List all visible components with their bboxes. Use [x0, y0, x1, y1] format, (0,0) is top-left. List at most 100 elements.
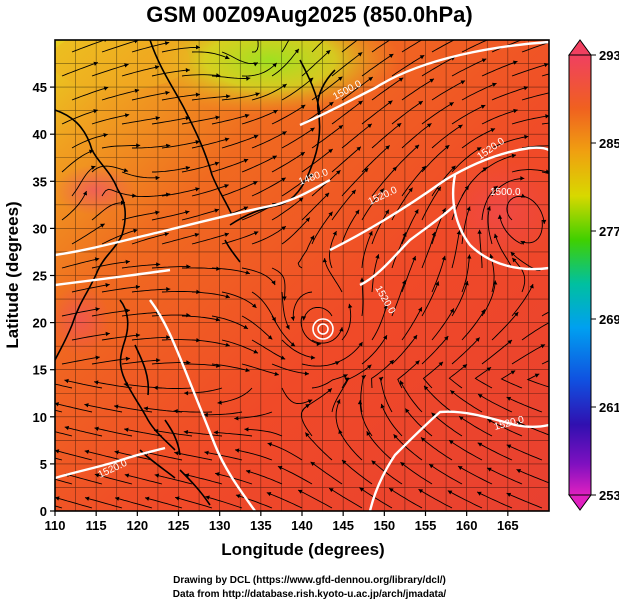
streamline [331, 52, 363, 77]
streamline [71, 133, 108, 149]
streamline [371, 359, 395, 389]
streamline [461, 40, 489, 53]
streamline-arrow [37, 378, 41, 382]
streamline-arrow [305, 404, 310, 409]
streamline-arrow [481, 309, 485, 314]
streamline-arrow [184, 390, 189, 396]
streamline-arrow [379, 188, 384, 193]
streamline [521, 322, 549, 341]
streamline [450, 389, 483, 413]
streamline [191, 339, 231, 347]
streamline [551, 244, 563, 277]
streamline [281, 291, 290, 330]
streamline [366, 431, 393, 461]
streamline-arrow [358, 100, 363, 106]
streamline [61, 149, 94, 173]
streamline [181, 162, 220, 173]
streamline-arrow [282, 131, 287, 136]
streamline-arrow [545, 114, 549, 119]
streamline-arrow [235, 494, 241, 499]
streamline [371, 166, 398, 197]
streamline-arrow [412, 334, 418, 340]
colorbar-tick-label: 293 [599, 48, 619, 63]
streamline-arrow [514, 312, 519, 317]
streamline-arrow [174, 451, 179, 456]
streamline-arrow [361, 375, 366, 380]
streamline [277, 465, 313, 485]
streamline-arrow [481, 58, 487, 63]
streamline [361, 231, 373, 269]
streamline [494, 233, 513, 269]
streamline [251, 40, 259, 53]
streamline [300, 403, 313, 437]
streamline-arrow [224, 55, 230, 60]
streamline-arrow [431, 231, 436, 237]
streamline-arrow [332, 231, 337, 236]
streamline-arrow [308, 173, 314, 178]
streamline [310, 461, 343, 485]
streamline [55, 478, 73, 485]
x-tick-label: 140 [291, 518, 313, 533]
streamline [204, 451, 243, 461]
streamline-arrow [185, 116, 190, 121]
streamline-arrow [419, 55, 425, 60]
streamline-arrow [194, 232, 200, 238]
streamline-arrow [449, 102, 454, 107]
streamline-arrow [195, 187, 200, 192]
streamline-arrow [356, 146, 361, 152]
streamline [491, 177, 525, 197]
streamline [55, 496, 93, 509]
y-tick-label: 15 [33, 363, 47, 378]
streamline [371, 122, 402, 149]
streamline-arrow [185, 68, 190, 73]
streamline [292, 291, 313, 321]
streamline [121, 311, 161, 317]
streamline [131, 336, 171, 341]
streamline-arrow [456, 230, 461, 235]
streamline [405, 408, 433, 437]
streamline [393, 434, 423, 461]
streamline-arrow [510, 370, 516, 375]
streamline-arrow [244, 113, 250, 119]
streamline-arrow [464, 185, 469, 191]
streamline-arrow [93, 61, 98, 66]
streamline-arrow [173, 409, 178, 414]
streamline-arrow [214, 161, 220, 166]
streamline-arrow [154, 65, 160, 70]
streamline [241, 109, 278, 125]
streamline-arrow [464, 281, 469, 286]
streamline [114, 405, 153, 413]
streamline [359, 400, 373, 437]
streamline-arrow [507, 340, 513, 345]
x-tick-label: 145 [332, 518, 354, 533]
streamline-arrow [338, 125, 343, 130]
streamline-arrow [156, 358, 161, 363]
streamline [477, 393, 513, 413]
streamline-arrow [55, 402, 60, 407]
streamline [152, 166, 191, 173]
streamline [304, 432, 333, 461]
streamline [303, 306, 333, 321]
streamline [521, 145, 549, 149]
streamline [431, 124, 463, 149]
streamline [421, 335, 449, 365]
streamline [421, 144, 450, 173]
streamline [431, 80, 466, 101]
streamline-arrow [64, 425, 70, 431]
streamline-arrow [411, 256, 417, 261]
streamline-arrow [85, 496, 90, 501]
streamline [391, 279, 406, 317]
streamline [234, 449, 273, 461]
streamline-arrow [385, 145, 390, 150]
streamline [174, 496, 213, 509]
streamline [481, 339, 513, 365]
streamline-arrow [511, 153, 516, 158]
streamline-arrow [114, 404, 119, 409]
streamline [371, 40, 391, 53]
streamline-arrow [414, 144, 420, 150]
streamline [124, 428, 163, 437]
streamline-arrow [124, 63, 129, 68]
streamline [281, 339, 316, 359]
streamline [331, 189, 357, 221]
